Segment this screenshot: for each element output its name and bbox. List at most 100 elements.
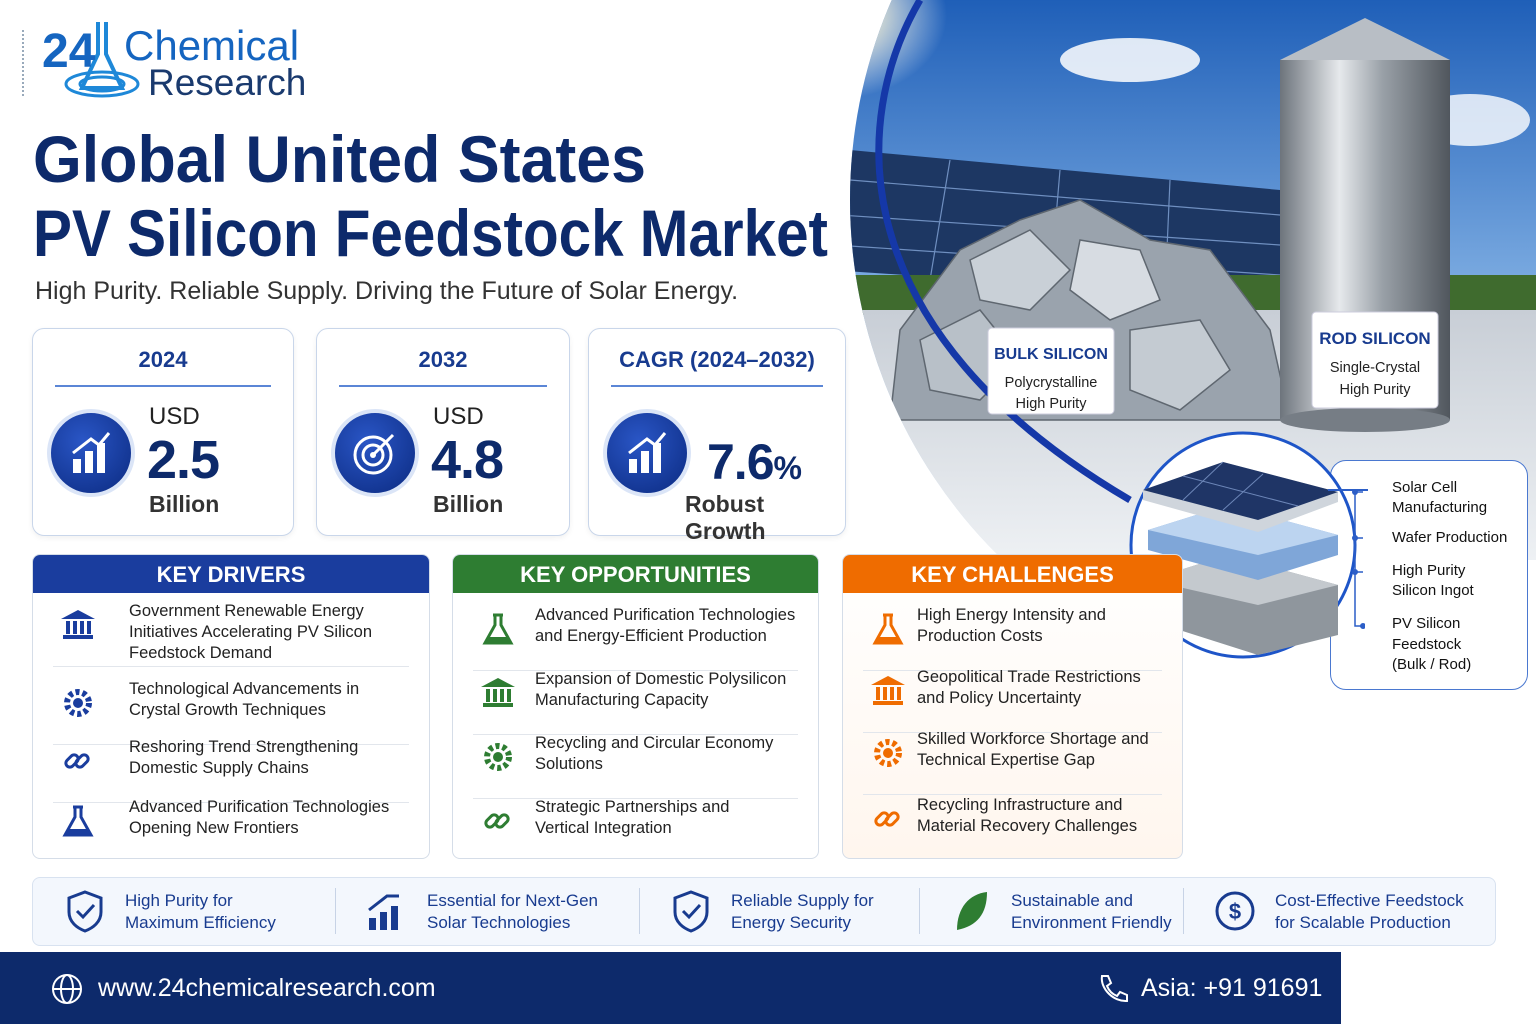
item-line: Expansion of Domestic Polysilicon: [535, 670, 787, 688]
stat-icon: [603, 409, 691, 497]
stat-label: 2032: [418, 347, 468, 372]
photo-label-line: High Purity: [1340, 382, 1412, 398]
item-line: Recycling and Circular Economy: [535, 734, 774, 752]
layer-box: [1330, 460, 1528, 690]
benefit-line: Reliable Supply for: [731, 891, 874, 910]
photo-label-title: BULK SILICON: [994, 346, 1108, 363]
panel-item: Recycling and Circular Economy Solutions: [453, 733, 818, 799]
tagline: High Purity. Reliable Supply. Driving th…: [35, 277, 739, 305]
benefit-text: Cost-Effective Feedstock for Scalable Pro…: [1275, 890, 1464, 934]
item-text: Strategic Partnerships and Vertical Integ…: [535, 797, 729, 839]
footer-website: www.24chemicalresearch.com: [98, 974, 436, 1002]
item-line: High Energy Intensity and: [917, 606, 1106, 624]
panel-opportunities: KEY OPPORTUNITIES Advanced Purification T…: [452, 554, 819, 859]
layer-line: Silicon Ingot: [1392, 582, 1474, 599]
benefit-separator: [919, 888, 920, 934]
item-line: Technological Advancements in: [129, 680, 360, 698]
item-separator: [473, 670, 798, 671]
benefit-line: Solar Technologies: [427, 913, 571, 932]
item-text: Reshoring Trend Strengthening Domestic Su…: [129, 737, 358, 779]
benefit-separator: [639, 888, 640, 934]
stat-value: 4.8: [431, 430, 504, 490]
logo-mark: [64, 22, 140, 98]
item-separator: [53, 802, 409, 803]
item-icon: [874, 811, 900, 827]
layer-line: Solar Cell: [1392, 479, 1458, 496]
item-icon: [64, 753, 90, 769]
item-text: Recycling Infrastructure and Material Rec…: [917, 795, 1137, 837]
item-icon: [874, 739, 902, 767]
layer-diagram: [1129, 431, 1368, 659]
stat-suffix: Robust Growth: [685, 491, 766, 544]
item-line: Vertical Integration: [535, 819, 672, 837]
stat-label: CAGR (2024–2032): [619, 347, 815, 372]
photo-label-line: Single-Crystal: [1330, 360, 1420, 376]
item-line: Production Costs: [917, 627, 1043, 645]
panel-item: High Energy Intensity and Production Cost…: [843, 605, 1182, 671]
benefit-line: High Purity for: [125, 891, 233, 910]
stat-icon: [331, 409, 419, 497]
panel-item: Expansion of Domestic Polysilicon Manufac…: [453, 669, 818, 735]
benefit-line: Energy Security: [731, 913, 851, 932]
item-line: Technical Expertise Gap: [917, 751, 1095, 769]
panel-item: Reshoring Trend Strengthening Domestic Su…: [33, 737, 429, 803]
item-separator: [863, 732, 1162, 733]
item-line: Advanced Purification Technologies: [129, 798, 390, 816]
layer-label: Wafer Production: [1392, 529, 1508, 546]
item-text: Expansion of Domestic Polysilicon Manufac…: [535, 669, 786, 711]
item-separator: [53, 666, 409, 667]
logo-rule: [22, 30, 26, 96]
panel-title: KEY CHALLENGES: [843, 555, 1182, 593]
panel-title: KEY OPPORTUNITIES: [453, 555, 818, 593]
photo-label-line: High Purity: [1016, 396, 1088, 412]
stat-rule: [339, 385, 547, 387]
item-line: Recycling Infrastructure and: [917, 796, 1123, 814]
globe-icon: [52, 974, 82, 1004]
title: Global United States PV Silicon Feedstoc…: [33, 122, 828, 270]
benefit-icon: $: [1215, 891, 1255, 931]
item-line: Reshoring Trend Strengthening: [129, 738, 359, 756]
stat-value: 2.5: [147, 430, 220, 490]
logo-line2: Research: [148, 62, 307, 103]
benefit-line: for Scalable Production: [1275, 913, 1451, 932]
stat-label: 2024: [138, 347, 188, 372]
item-text: High Energy Intensity and Production Cost…: [917, 605, 1106, 647]
panel-item: Government Renewable Energy Initiatives A…: [33, 601, 429, 667]
panel-item: Geopolitical Trade Restrictions and Polic…: [843, 667, 1182, 733]
footer: www.24chemicalresearch.com Asia: +91 916…: [0, 952, 1341, 1024]
logo-number: 24: [42, 25, 96, 78]
stat-unit: %: [773, 450, 802, 486]
item-separator: [863, 670, 1162, 671]
layer-label: PV Silicon Feedstock (Bulk / Rod): [1392, 614, 1471, 676]
item-line: Solutions: [535, 755, 603, 773]
item-icon: [61, 610, 95, 639]
item-line: Feedstock Demand: [129, 644, 273, 662]
benefit-line: Cost-Effective Feedstock: [1275, 891, 1464, 910]
panel-item: Skilled Workforce Shortage and Technical …: [843, 729, 1182, 795]
item-line: Manufacturing Capacity: [535, 691, 709, 709]
item-icon: [62, 805, 94, 837]
layer-line: PV Silicon: [1392, 615, 1461, 632]
benefit-text: Sustainable and Environment Friendly: [1011, 890, 1172, 934]
stat-rule: [55, 385, 271, 387]
photo-label-line: Polycrystalline: [1005, 375, 1098, 391]
item-line: and Energy-Efficient Production: [535, 627, 767, 645]
stat-card: 2032 USD 4.8 Billion: [316, 328, 570, 536]
item-text: Government Renewable Energy Initiatives A…: [129, 601, 372, 664]
panel-item: Technological Advancements in Crystal Gro…: [33, 679, 429, 745]
item-separator: [473, 798, 798, 799]
item-line: Initiatives Accelerating PV Silicon: [129, 623, 373, 641]
benefit-separator: [1183, 888, 1184, 934]
stat-number: 7.6: [707, 434, 775, 490]
phone-icon: [1100, 975, 1128, 1003]
item-line: Material Recovery Challenges: [917, 817, 1138, 835]
panel-item: Advanced Purification Technologies and En…: [453, 605, 818, 671]
logo-line1: Chemical: [124, 22, 300, 69]
layer-label: High Purity Silicon Ingot: [1392, 561, 1474, 601]
svg-text:$: $: [1229, 899, 1241, 924]
title-line2: PV Silicon Feedstock Market: [33, 196, 828, 270]
panel-item: Advanced Purification Technologies Openin…: [33, 797, 429, 858]
benefit-line: Maximum Efficiency: [125, 913, 276, 932]
layer-line: (Bulk / Rod): [1392, 656, 1472, 673]
item-icon: [872, 613, 904, 645]
